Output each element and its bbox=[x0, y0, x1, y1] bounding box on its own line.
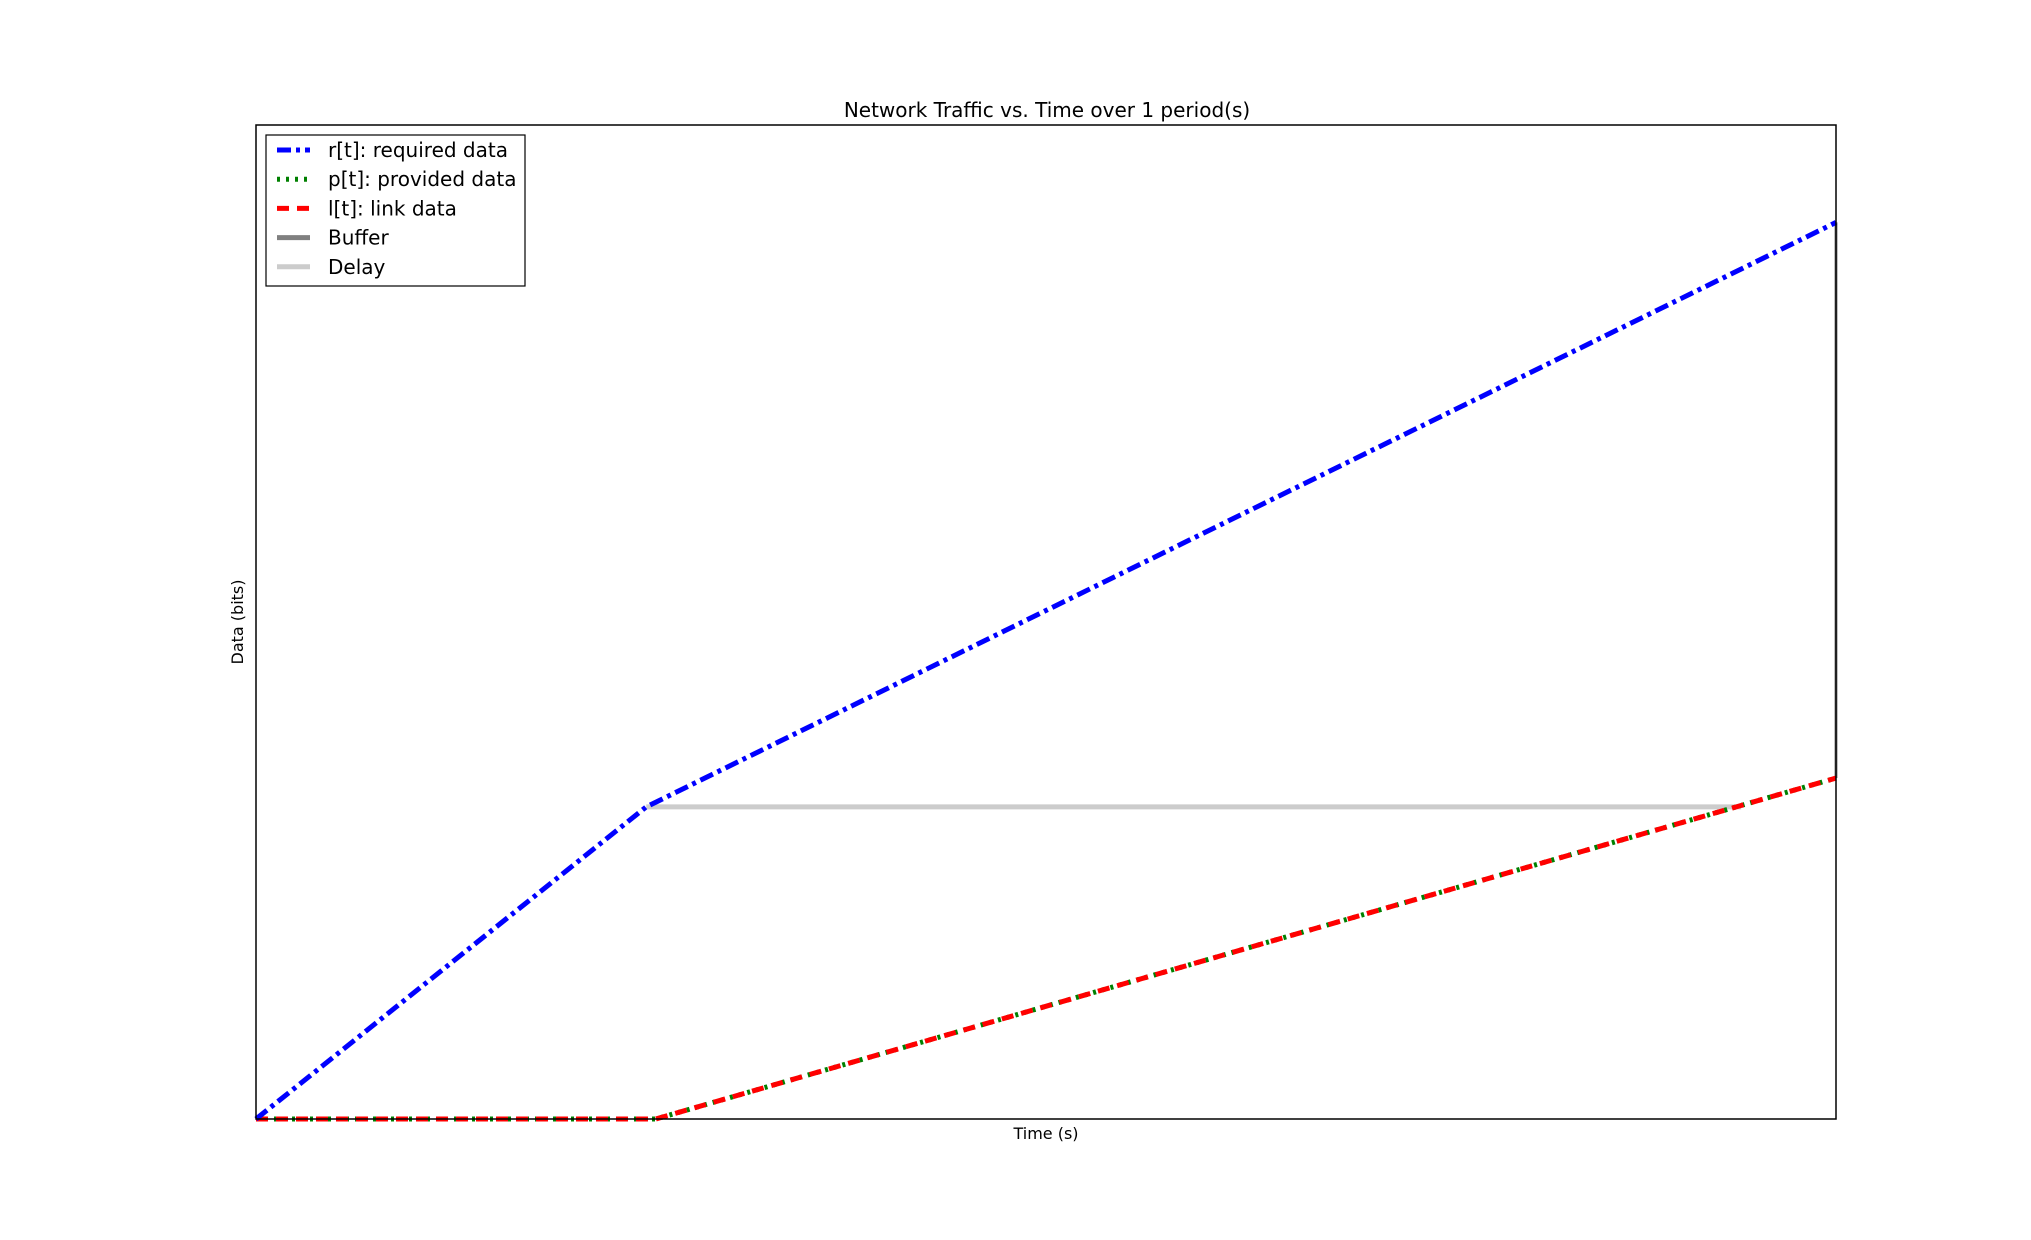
legend-box bbox=[265, 134, 526, 287]
series-line-2 bbox=[256, 775, 1837, 1122]
legend-label-1: p[t]: provided data bbox=[328, 167, 516, 191]
chart-title: Network Traffic vs. Time over 1 period(s… bbox=[844, 98, 1250, 122]
legend-items: r[t]: required data p[t]: provided data l[… bbox=[277, 138, 516, 279]
x-axis-label: Time (s) bbox=[1012, 1124, 1078, 1143]
legend-label-3: Buffer bbox=[328, 226, 389, 250]
series-line-1 bbox=[256, 775, 1837, 1122]
legend-label-2: l[t]: link data bbox=[328, 196, 457, 220]
legend-label-4: Delay bbox=[328, 255, 386, 279]
series-line-0 bbox=[254, 220, 1838, 1121]
y-axis-label: Data (bits) bbox=[228, 580, 247, 665]
legend-label-0: r[t]: required data bbox=[328, 138, 508, 162]
series-layer bbox=[254, 220, 1838, 1122]
legend: r[t]: required data p[t]: provided data l[… bbox=[265, 134, 526, 287]
plot-frame bbox=[255, 124, 1837, 1120]
